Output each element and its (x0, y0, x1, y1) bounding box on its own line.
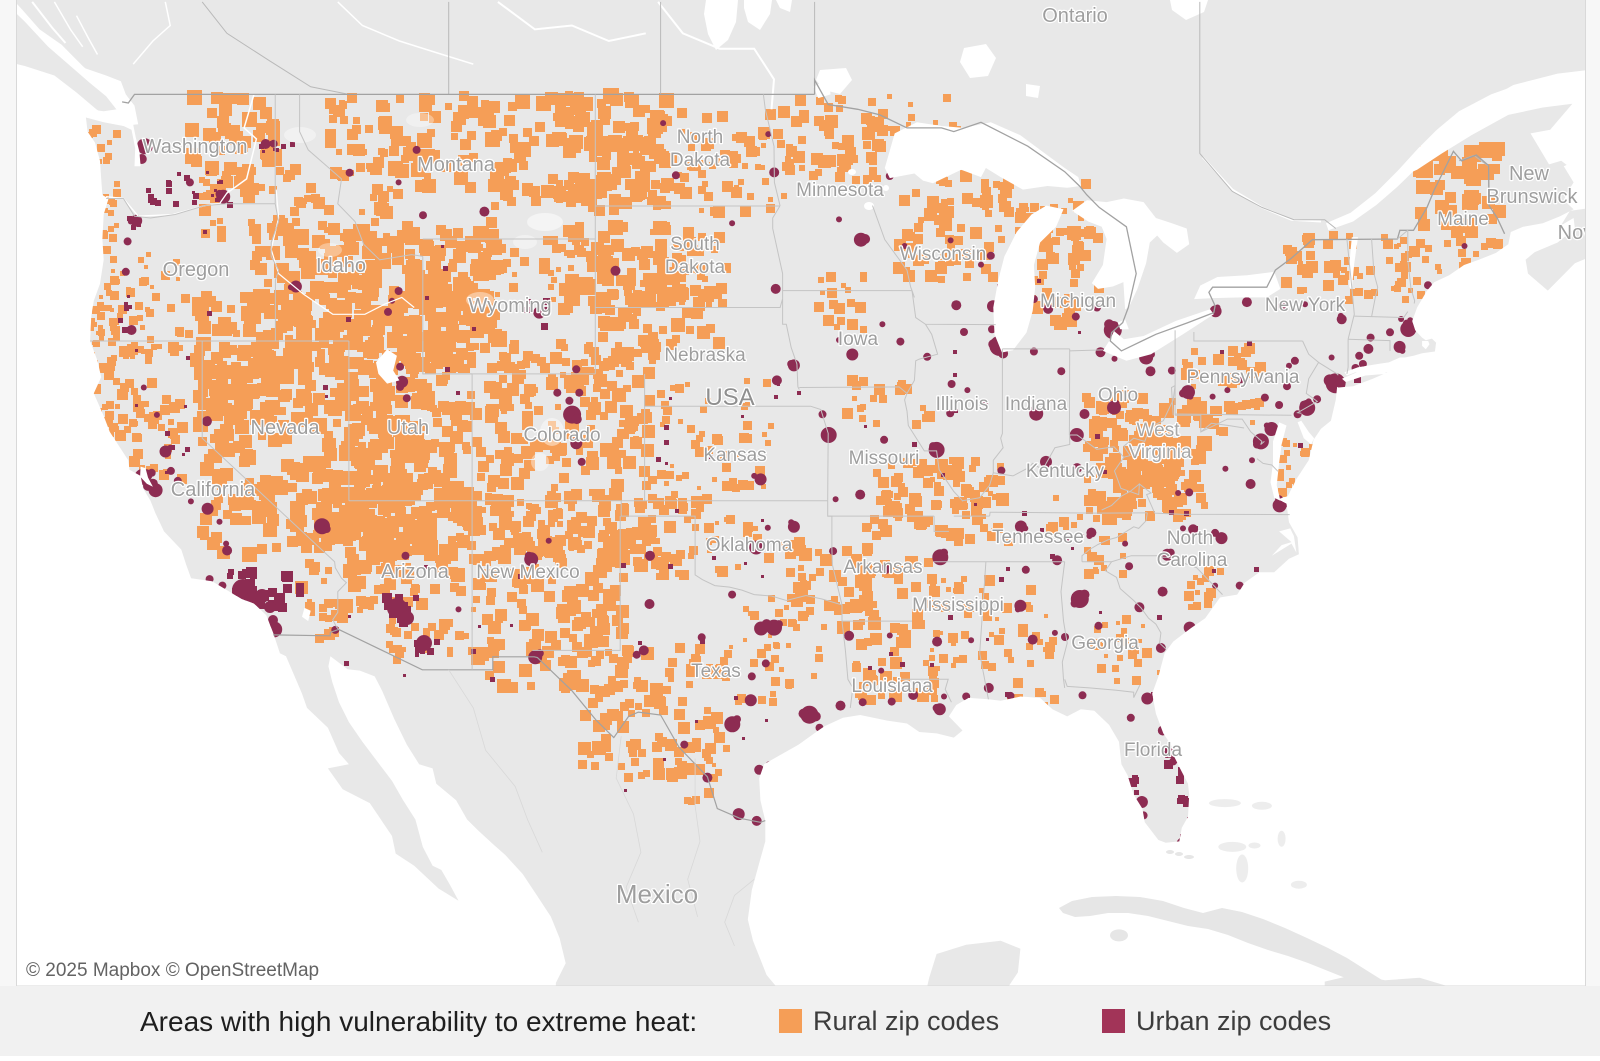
svg-text:Dakota: Dakota (665, 257, 726, 278)
svg-text:Colorado: Colorado (523, 425, 600, 446)
svg-text:North: North (1167, 528, 1213, 549)
svg-text:Indiana: Indiana (1005, 394, 1068, 415)
svg-text:Nebraska: Nebraska (664, 345, 746, 366)
svg-text:New: New (1509, 163, 1550, 185)
svg-text:Louisiana: Louisiana (851, 676, 933, 697)
svg-text:Washington: Washington (143, 136, 248, 158)
svg-text:Carolina: Carolina (1157, 550, 1228, 571)
svg-text:Mississippi: Mississippi (912, 595, 1004, 616)
svg-text:Dakota: Dakota (670, 150, 731, 171)
svg-text:Rural zip codes: Rural zip codes (813, 1006, 999, 1036)
svg-text:Texas: Texas (691, 661, 741, 682)
svg-text:Wisconsin: Wisconsin (900, 244, 987, 265)
svg-text:West: West (1137, 420, 1181, 441)
svg-text:North: North (677, 127, 723, 148)
svg-text:© 2025 Mapbox © OpenStreetMap: © 2025 Mapbox © OpenStreetMap (26, 960, 319, 981)
svg-text:Illinois: Illinois (936, 394, 989, 415)
svg-text:Ohio: Ohio (1098, 385, 1138, 406)
svg-text:Arizona: Arizona (381, 561, 450, 583)
svg-text:Arkansas: Arkansas (843, 557, 922, 578)
svg-text:Montana: Montana (417, 154, 496, 176)
svg-text:Oregon: Oregon (163, 259, 230, 281)
svg-text:Missouri: Missouri (849, 448, 920, 469)
svg-text:New York: New York (1265, 295, 1346, 316)
svg-text:Wyoming: Wyoming (468, 295, 551, 317)
svg-text:Iowa: Iowa (838, 329, 879, 350)
svg-text:Nevada: Nevada (251, 417, 321, 439)
svg-text:Virginia: Virginia (1128, 442, 1191, 463)
svg-text:Urban zip codes: Urban zip codes (1136, 1006, 1331, 1036)
svg-text:Ontario: Ontario (1042, 5, 1108, 27)
svg-text:New Mexico: New Mexico (476, 562, 579, 583)
svg-text:California: California (171, 479, 256, 501)
svg-text:Kentucky: Kentucky (1026, 461, 1105, 482)
svg-text:Pennsylvania: Pennsylvania (1186, 367, 1299, 388)
svg-text:Areas with high vulnerability: Areas with high vulnerability to extreme… (140, 1006, 697, 1037)
svg-text:Utah: Utah (387, 417, 429, 439)
svg-text:USA: USA (705, 384, 754, 411)
svg-text:Michigan: Michigan (1040, 291, 1116, 312)
svg-text:Minnesota: Minnesota (796, 180, 884, 201)
svg-text:Mexico: Mexico (616, 879, 698, 909)
svg-text:Maine: Maine (1437, 209, 1489, 230)
svg-text:Kansas: Kansas (703, 445, 766, 466)
svg-text:Florida: Florida (1124, 740, 1183, 761)
svg-text:Oklahoma: Oklahoma (706, 535, 793, 556)
svg-text:Georgia: Georgia (1071, 633, 1139, 654)
svg-text:Tennessee: Tennessee (992, 527, 1084, 548)
svg-text:Nova: Nova (1558, 222, 1600, 244)
svg-text:South: South (670, 234, 720, 255)
svg-text:Idaho: Idaho (316, 255, 366, 277)
svg-text:Brunswick: Brunswick (1486, 186, 1578, 208)
